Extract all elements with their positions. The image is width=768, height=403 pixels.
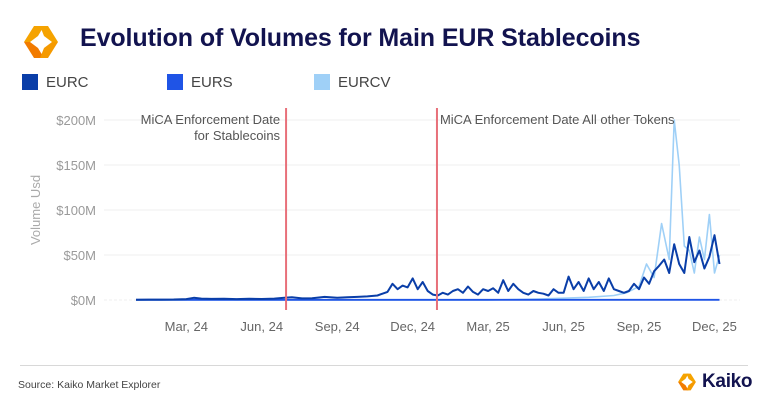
legend-swatch-eurcv (314, 74, 330, 90)
series-line-eurc (135, 234, 721, 301)
x-tick-label: Sep, 24 (315, 319, 360, 334)
header: Evolution of Volumes for Main EUR Stable… (0, 0, 768, 80)
x-tick-label: Dec, 25 (692, 319, 737, 334)
annotation-label: MiCA Enforcement Date (141, 112, 280, 127)
series-line-eurcv (136, 119, 721, 301)
footer-divider (20, 365, 748, 366)
kaiko-brand-icon (678, 373, 696, 391)
annotation-label: MiCA Enforcement Date All other Tokens (440, 112, 675, 127)
legend-swatch-eurs (167, 74, 183, 90)
source-note: Source: Kaiko Market Explorer (18, 379, 161, 391)
y-tick-label: $200M (56, 113, 96, 128)
x-tick-label: Jun, 24 (240, 319, 283, 334)
brand: Kaiko (676, 371, 753, 393)
x-axis-ticks: Mar, 24 Jun, 24 Sep, 24 Dec, 24 Mar, 25 Jun, … (165, 319, 737, 334)
legend-item-eurs[interactable]: EURS (167, 72, 233, 92)
y-axis-ticks: $0M $50M $100M $150M $200M (56, 113, 96, 308)
y-tick-label: $0M (71, 293, 96, 308)
legend-label-eurc: EURC (46, 73, 89, 91)
legend-label-eurs: EURS (191, 73, 233, 91)
legend-label-eurcv: EURCV (338, 73, 391, 91)
y-tick-label: $50M (63, 248, 96, 263)
x-tick-label: Sep, 25 (617, 319, 662, 334)
kaiko-logo-icon (24, 26, 58, 58)
x-tick-label: Jun, 25 (542, 319, 585, 334)
x-tick-label: Mar, 24 (165, 319, 208, 334)
legend-item-eurcv[interactable]: EURCV (314, 72, 391, 92)
brand-name: Kaiko (702, 371, 753, 392)
y-tick-label: $150M (56, 158, 96, 173)
legend-swatch-eurc (22, 74, 38, 90)
chart-title: Evolution of Volumes for Main EUR Stable… (80, 24, 641, 52)
gridlines (104, 119, 740, 301)
series-lines (135, 119, 721, 301)
legend: EURC EURS EURCV (22, 72, 762, 96)
chart-area: $0M $50M $100M $150M $200M Mar, 24 Jun, 24 Sep… (28, 108, 740, 334)
annotation-label: for Stablecoins (194, 128, 280, 143)
legend-item-eurc[interactable]: EURC (22, 72, 89, 92)
y-axis-label: Volume Usd (28, 175, 43, 245)
x-tick-label: Mar, 25 (466, 319, 509, 334)
x-tick-label: Dec, 24 (390, 319, 435, 334)
y-tick-label: $100M (56, 203, 96, 218)
